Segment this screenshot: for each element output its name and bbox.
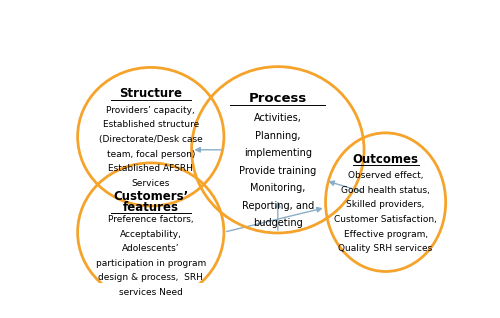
Text: Provide training: Provide training [239, 166, 316, 176]
Text: Good health status,: Good health status, [341, 186, 430, 195]
Text: Outcomes: Outcomes [352, 153, 418, 166]
Text: services Need: services Need [119, 288, 182, 297]
Text: Skilled providers,: Skilled providers, [346, 200, 425, 210]
Text: Services: Services [132, 179, 170, 188]
Text: Reporting, and: Reporting, and [242, 201, 314, 211]
Text: features: features [123, 201, 179, 214]
Text: Observed effect,: Observed effect, [348, 171, 424, 180]
Text: Process: Process [248, 92, 307, 105]
Text: implementing: implementing [244, 148, 312, 158]
Text: budgeting: budgeting [253, 218, 302, 228]
Text: Effective program,: Effective program, [344, 230, 427, 238]
Text: team, focal person): team, focal person) [106, 149, 195, 159]
Text: (Directorate/Desk case: (Directorate/Desk case [99, 135, 202, 144]
Text: Providers’ capacity,: Providers’ capacity, [106, 106, 195, 115]
Text: Structure: Structure [120, 87, 182, 100]
Text: Activities,: Activities, [254, 113, 302, 123]
Text: Planning,: Planning, [255, 131, 300, 141]
Text: Adolescents’: Adolescents’ [122, 244, 180, 253]
Text: Customers’: Customers’ [113, 190, 188, 203]
Text: design & process,  SRH: design & process, SRH [98, 273, 203, 282]
Text: Acceptability,: Acceptability, [120, 230, 182, 239]
Text: participation in program: participation in program [96, 259, 206, 268]
Text: Monitoring,: Monitoring, [250, 183, 306, 193]
Text: Established structure: Established structure [102, 121, 199, 129]
Text: Customer Satisfaction,: Customer Satisfaction, [334, 215, 437, 224]
Text: Established AFSRH: Established AFSRH [108, 164, 193, 173]
Text: Preference factors,: Preference factors, [108, 215, 194, 224]
Text: Quality SRH services: Quality SRH services [338, 244, 432, 253]
